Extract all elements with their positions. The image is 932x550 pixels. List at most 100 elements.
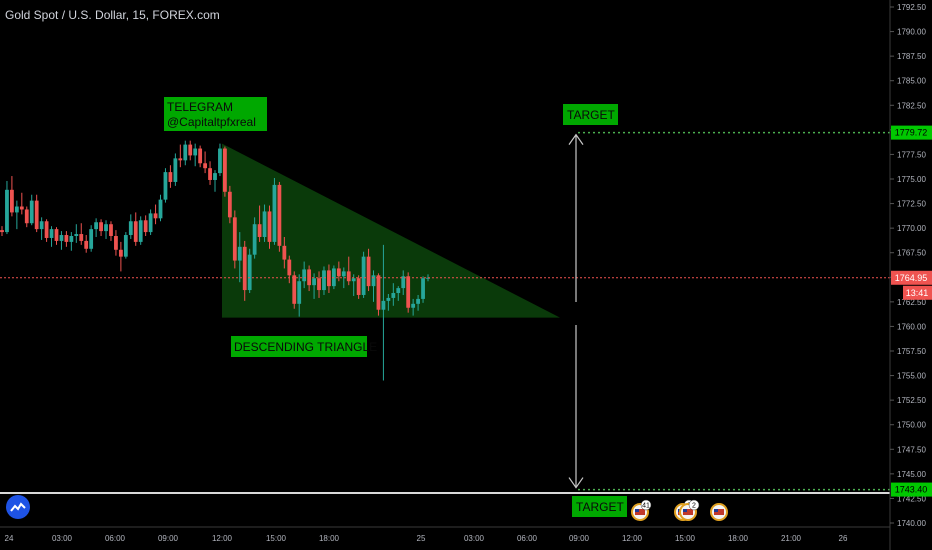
price-tick-label: 1787.50: [897, 52, 926, 61]
candle: [0, 226, 4, 237]
time-tick-label: 21:00: [781, 534, 802, 543]
target-lower-price-text: 1743.40: [895, 485, 928, 495]
candle: [203, 151, 207, 174]
time-tick-label: 25: [417, 534, 426, 543]
candle: [218, 143, 222, 177]
candle: [153, 204, 158, 225]
candle: [29, 194, 34, 226]
candle: [247, 248, 252, 294]
candle: [411, 298, 416, 316]
candle: [123, 232, 128, 259]
candle: [361, 251, 366, 298]
telegram-line1-text: TELEGRAM: [167, 100, 233, 114]
price-tick-label: 1792.50: [897, 3, 926, 12]
time-tick-label: 15:00: [266, 534, 287, 543]
candle: [34, 194, 39, 233]
price-tick-label: 1785.00: [897, 77, 926, 86]
price-tick-label: 1755.00: [897, 372, 926, 381]
time-tick-label: 03:00: [464, 534, 485, 543]
price-tick-label: 1762.50: [897, 298, 926, 307]
candle: [237, 232, 242, 283]
time-tick-label: 12:00: [212, 534, 233, 543]
candle: [5, 180, 9, 235]
target-upper-text: TARGET: [567, 108, 615, 122]
candle: [118, 241, 123, 272]
candle: [69, 232, 74, 251]
candle: [341, 267, 346, 289]
candle: [14, 200, 19, 230]
candle: [346, 256, 351, 286]
price-tick-label: 1740.00: [897, 519, 926, 528]
candle: [104, 220, 108, 239]
candle: [391, 283, 396, 306]
candle: [138, 216, 143, 245]
event-count: 41: [642, 503, 650, 510]
candle: [84, 235, 89, 253]
event-marker[interactable]: [710, 503, 728, 521]
candle: [193, 143, 198, 167]
candle: [356, 275, 361, 299]
price-tick-label: 1782.50: [897, 101, 926, 110]
time-tick-label: 03:00: [52, 534, 73, 543]
price-tick-label: 1752.50: [897, 396, 926, 405]
descending-triangle-text: DESCENDING TRIANGLE: [234, 340, 377, 354]
target-lower-label[interactable]: TARGET: [572, 496, 627, 517]
target-upper-label[interactable]: TARGET: [563, 104, 618, 125]
candle: [173, 153, 178, 186]
time-tick-label: 15:00: [675, 534, 696, 543]
time-tick-label: 26: [839, 534, 848, 543]
candle: [376, 273, 381, 316]
candle: [336, 261, 341, 282]
tradingview-logo-icon[interactable]: [6, 495, 30, 519]
price-tick-label: 1772.50: [897, 200, 926, 209]
candle: [257, 205, 262, 242]
price-tick-label: 1777.50: [897, 150, 926, 159]
candle: [79, 223, 84, 245]
current-price-text: 1764.95: [895, 273, 928, 283]
price-tick-label: 1770.00: [897, 224, 926, 233]
descending-triangle-shape[interactable]: [222, 143, 560, 318]
price-tick-label: 1757.50: [897, 347, 926, 356]
price-tick-label: 1767.50: [897, 249, 926, 258]
candle: [406, 272, 411, 313]
candle: [267, 205, 272, 249]
candle: [10, 176, 14, 217]
candle: [242, 240, 247, 301]
candle: [302, 261, 307, 289]
time-tick-label: 18:00: [319, 534, 340, 543]
candle: [416, 294, 420, 311]
target-down-arrow[interactable]: [568, 325, 584, 489]
candle: [227, 185, 232, 224]
candle: [366, 248, 371, 292]
candle: [396, 286, 401, 301]
target-up-arrow[interactable]: [568, 133, 584, 302]
candle: [232, 210, 237, 269]
price-tick-label: 1790.00: [897, 28, 926, 37]
descending-triangle-label[interactable]: DESCENDING TRIANGLE: [231, 336, 377, 357]
candle: [292, 271, 297, 309]
candle: [381, 244, 386, 381]
telegram-label[interactable]: TELEGRAM @Capitaltpfxreal: [164, 97, 267, 131]
candle: [312, 273, 316, 299]
time-tick-label: 06:00: [105, 534, 126, 543]
candle: [39, 217, 44, 240]
candle: [178, 144, 183, 168]
event-marker[interactable]: 2: [679, 499, 700, 521]
telegram-line2-text: @Capitaltpfxreal: [167, 115, 256, 129]
economic-events[interactable]: 4122: [631, 499, 728, 521]
candle: [322, 266, 326, 295]
candle: [183, 140, 188, 166]
event-marker[interactable]: 41: [631, 499, 652, 521]
time-axis[interactable]: 24 03:00 06:00 09:00 12:00 15:00 18:00 25 03:00 0…: [0, 526, 890, 543]
candle: [94, 218, 99, 237]
candle: [143, 215, 148, 237]
candle: [386, 293, 391, 311]
candle: [89, 225, 94, 252]
candle: [371, 270, 376, 302]
candle: [163, 168, 168, 203]
event-count: 2: [692, 503, 696, 510]
price-tick-label: 1745.00: [897, 470, 926, 479]
candle: [297, 274, 302, 317]
candle: [54, 227, 59, 245]
